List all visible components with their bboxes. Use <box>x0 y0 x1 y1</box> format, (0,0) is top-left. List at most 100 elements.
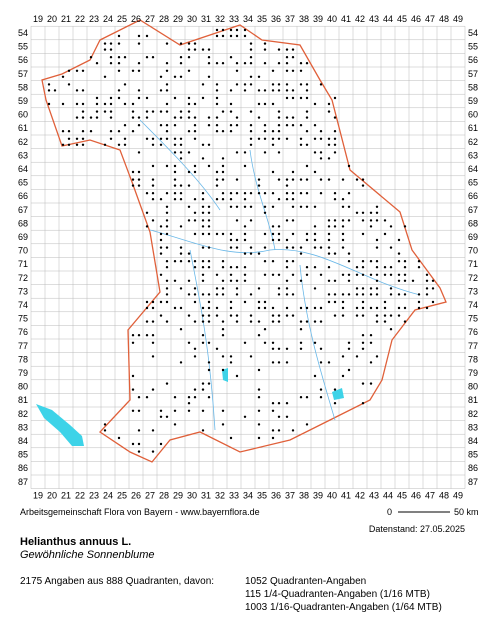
column-label: 29 <box>173 14 183 24</box>
record-dot <box>159 409 163 412</box>
record-dot <box>151 429 155 432</box>
column-label: 28 <box>159 14 169 24</box>
record-dot <box>235 314 239 317</box>
record-dot <box>277 151 281 154</box>
record-dot <box>187 260 191 263</box>
record-dot <box>215 170 219 174</box>
record-dot <box>89 130 93 133</box>
record-dot <box>109 62 113 65</box>
record-dot <box>369 225 373 228</box>
record-dot <box>193 211 197 214</box>
record-dot <box>145 334 149 337</box>
record-dot <box>347 192 351 195</box>
record-dot <box>327 238 331 242</box>
record-dot <box>187 102 191 106</box>
record-dot <box>271 436 275 440</box>
column-label: 21 <box>61 491 71 501</box>
record-dot <box>229 192 233 195</box>
record-dot <box>235 293 239 296</box>
record-dot <box>271 89 275 92</box>
record-dot <box>103 75 107 79</box>
record-dot <box>389 328 393 331</box>
record-dot <box>187 170 191 174</box>
record-dot <box>361 266 365 269</box>
record-dot <box>221 293 225 296</box>
record-dot <box>165 89 169 92</box>
record-dot <box>271 347 275 350</box>
record-dot <box>109 42 113 45</box>
record-dot <box>95 116 99 119</box>
record-dot <box>277 361 281 364</box>
record-dot <box>165 62 169 65</box>
record-dot <box>109 110 113 113</box>
record-dot <box>165 300 169 304</box>
record-dot <box>193 102 197 106</box>
record-dot <box>173 124 177 127</box>
record-dot <box>291 192 295 195</box>
record-dot <box>299 124 303 127</box>
record-dot <box>179 306 183 310</box>
row-label: 66 <box>18 191 28 201</box>
record-dot <box>61 143 65 146</box>
record-dot <box>207 368 211 372</box>
row-label: 85 <box>468 450 478 460</box>
record-dot <box>243 192 247 195</box>
column-label: 49 <box>453 491 463 501</box>
record-dot <box>187 56 191 59</box>
record-dot <box>333 300 337 304</box>
record-dot <box>285 314 289 317</box>
record-dot <box>109 116 113 119</box>
record-dot <box>375 205 379 208</box>
record-dot <box>257 396 261 399</box>
record-dot <box>103 110 107 113</box>
record-dot <box>383 320 387 323</box>
record-dot <box>193 347 197 350</box>
record-dot <box>327 232 331 236</box>
row-label: 59 <box>468 96 478 106</box>
record-dot <box>277 314 281 317</box>
row-label: 74 <box>468 300 478 310</box>
record-dot <box>403 273 407 276</box>
record-dot <box>319 347 323 350</box>
record-dot <box>201 341 205 344</box>
record-dot <box>131 184 135 187</box>
record-dot <box>207 361 211 364</box>
record-dot <box>243 415 247 418</box>
record-dot <box>207 293 211 296</box>
record-dot <box>201 83 205 86</box>
record-dot <box>207 266 211 269</box>
record-dot <box>271 402 275 405</box>
record-dot <box>75 89 79 92</box>
column-label: 20 <box>47 14 57 24</box>
row-label: 56 <box>18 55 28 65</box>
record-dot <box>291 219 295 222</box>
record-dot <box>271 341 275 344</box>
record-dot <box>193 116 197 119</box>
record-dot <box>221 62 225 65</box>
record-dot <box>361 232 365 236</box>
record-dot <box>361 287 365 290</box>
row-label: 71 <box>468 259 478 269</box>
record-dot <box>333 252 337 255</box>
record-dot <box>201 409 205 412</box>
record-dot <box>67 83 71 86</box>
record-dot <box>383 232 387 236</box>
record-dot <box>243 83 247 86</box>
record-dot <box>243 300 247 304</box>
row-label: 78 <box>18 354 28 364</box>
record-dot <box>383 300 387 304</box>
record-dot <box>285 69 289 73</box>
record-dot <box>173 198 177 201</box>
record-dot <box>299 178 303 181</box>
record-dot <box>235 279 239 282</box>
row-label: 56 <box>468 55 478 65</box>
record-dot <box>347 279 351 282</box>
record-dot <box>173 306 177 310</box>
record-dot <box>327 252 331 255</box>
record-dot <box>123 102 127 106</box>
record-dot <box>81 116 85 119</box>
record-dot <box>361 184 365 187</box>
record-dot <box>89 56 93 59</box>
record-dot <box>305 205 309 208</box>
column-label: 28 <box>159 491 169 501</box>
